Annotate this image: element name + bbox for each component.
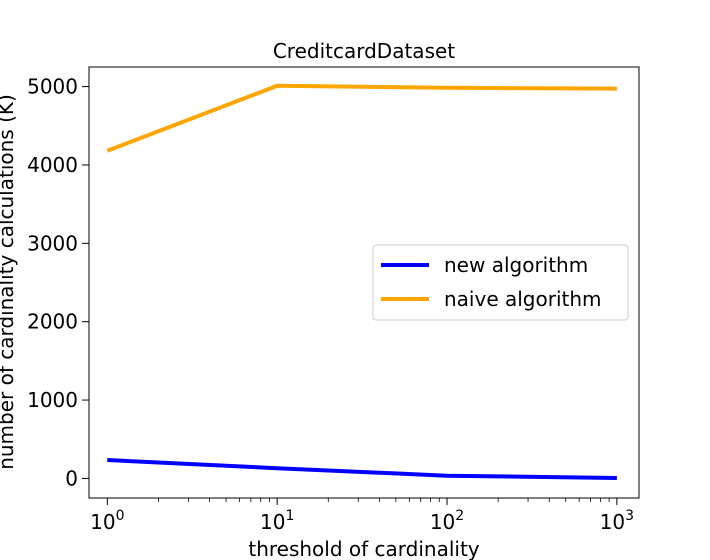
y-axis-title: number of cardinality calculations (K) bbox=[0, 94, 18, 470]
y-tick-label: 1000 bbox=[27, 388, 78, 412]
x-axis: 100 101 102 103 bbox=[90, 498, 634, 534]
x-tick-label: 102 bbox=[430, 508, 464, 534]
y-tick-label: 3000 bbox=[27, 231, 78, 255]
y-axis: 0 1000 2000 3000 4000 5000 bbox=[27, 75, 89, 490]
legend-label: naive algorithm bbox=[444, 287, 602, 311]
y-tick-label: 4000 bbox=[27, 153, 78, 177]
x-tick-label: 103 bbox=[600, 508, 634, 534]
series-line-0 bbox=[107, 458, 617, 480]
x-tick-label: 100 bbox=[90, 508, 124, 534]
y-tick-label: 2000 bbox=[27, 310, 78, 334]
x-tick-label: 101 bbox=[260, 508, 294, 534]
series-line-1 bbox=[106, 83, 617, 153]
legend-box bbox=[372, 244, 629, 321]
series-layer bbox=[106, 83, 617, 480]
x-axis-title: threshold of cardinality bbox=[248, 537, 479, 560]
y-tick-label: 5000 bbox=[27, 75, 78, 99]
plot-frame bbox=[88, 66, 640, 499]
legend-label: new algorithm bbox=[444, 253, 588, 277]
chart-title: CreditcardDataset bbox=[273, 39, 455, 63]
legend: new algorithm naive algorithm bbox=[372, 244, 629, 321]
y-tick-label: 0 bbox=[65, 466, 78, 490]
